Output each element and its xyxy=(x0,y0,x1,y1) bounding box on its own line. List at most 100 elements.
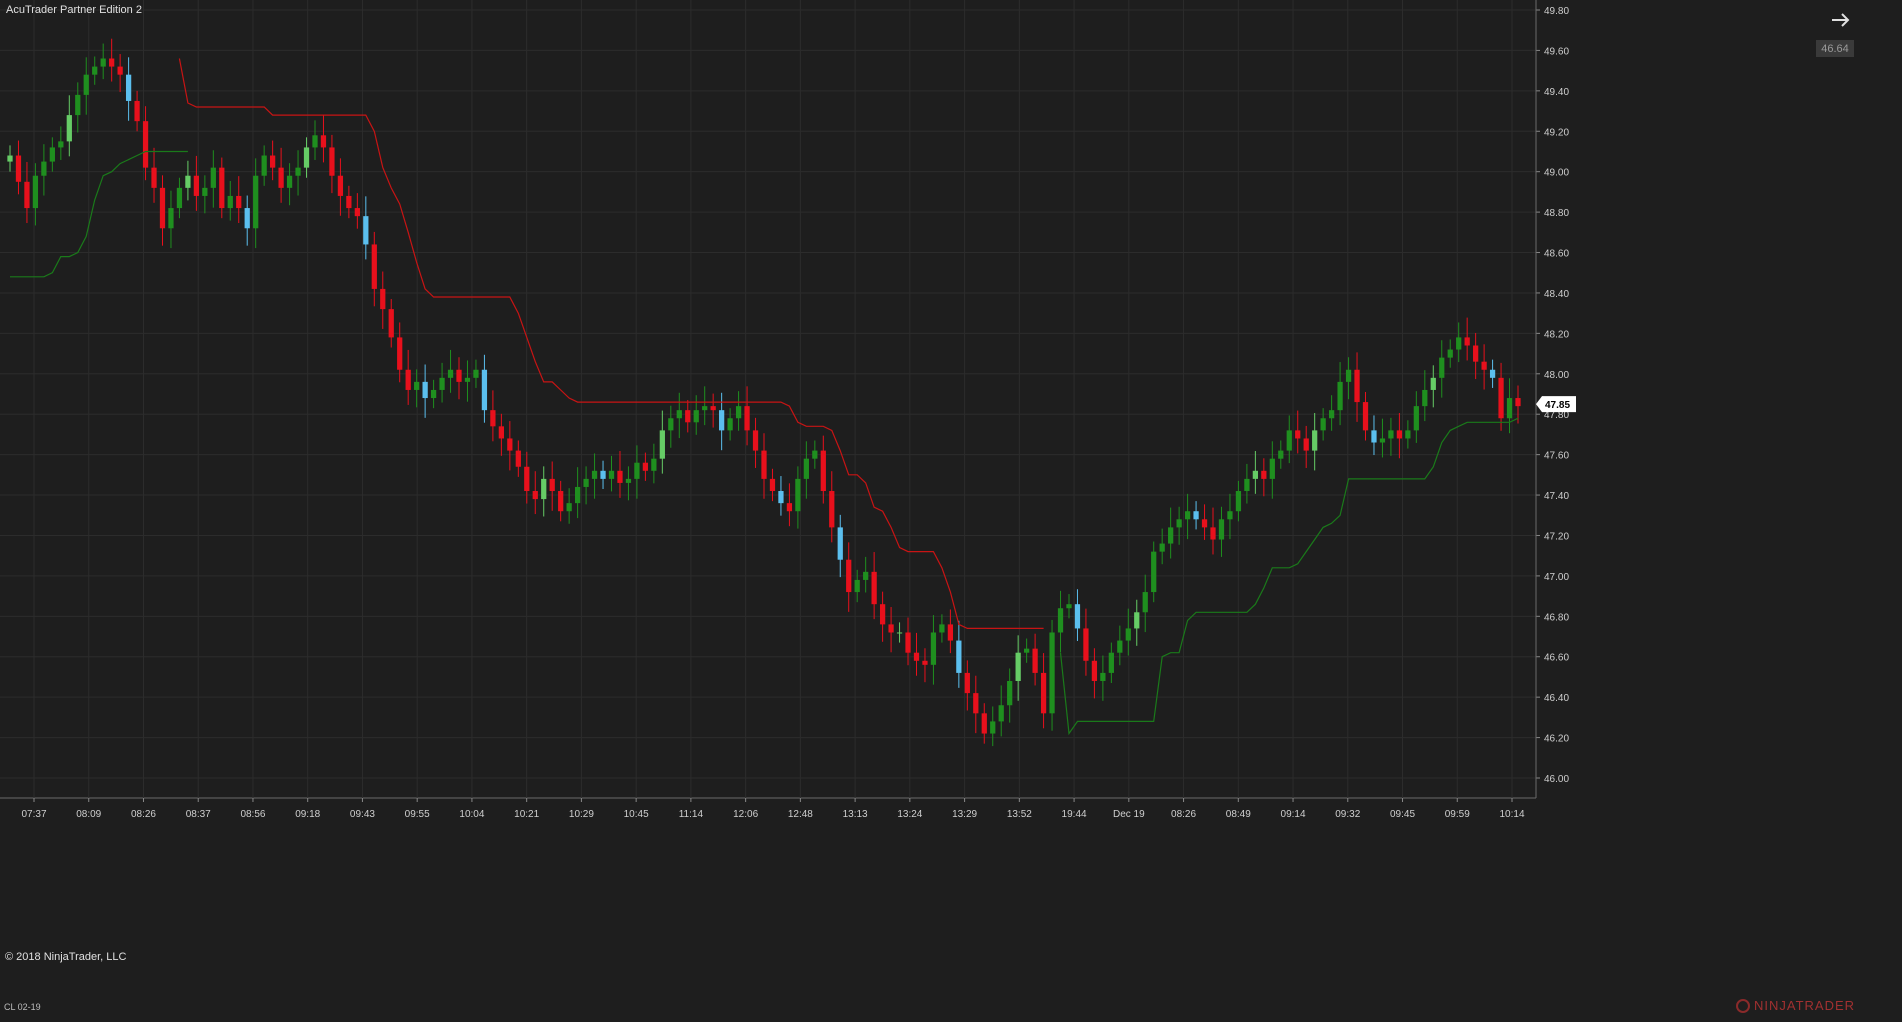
candle-body xyxy=(41,161,47,176)
candle-body xyxy=(507,438,513,451)
candle-body xyxy=(1252,470,1258,479)
candle-body xyxy=(388,309,394,338)
candle-body xyxy=(1303,438,1309,451)
candle-body xyxy=(227,195,233,209)
x-tick-label: 13:13 xyxy=(843,809,868,820)
candle-body xyxy=(1481,361,1487,370)
y-tick-label: 48.40 xyxy=(1544,289,1569,300)
candle-body xyxy=(253,175,259,229)
candle-body xyxy=(769,478,776,492)
candle-body xyxy=(1032,648,1038,673)
candle-body xyxy=(193,175,200,196)
x-tick-label: 09:43 xyxy=(350,809,375,820)
candle-body xyxy=(75,94,81,116)
candle-body xyxy=(591,470,598,479)
candle-body xyxy=(1515,398,1521,407)
candle-body xyxy=(1320,418,1326,431)
candle-body xyxy=(176,187,183,209)
candle-body xyxy=(795,478,801,512)
y-tick-label: 49.00 xyxy=(1544,168,1569,179)
candle-body xyxy=(583,478,589,487)
brand-logo: NINJATRADER xyxy=(1736,998,1855,1013)
candle-body xyxy=(49,147,55,162)
y-tick-label: 47.00 xyxy=(1544,572,1569,583)
candle-body xyxy=(1430,377,1436,390)
candle-body xyxy=(1083,628,1089,661)
candle-body xyxy=(1040,672,1047,714)
candle-body xyxy=(786,503,793,512)
candle-body xyxy=(558,491,564,512)
y-tick-label: 49.40 xyxy=(1544,87,1569,98)
copyright-label: © 2018 NinjaTrader, LLC xyxy=(5,951,127,963)
candle-body xyxy=(871,571,877,605)
y-tick-label: 46.60 xyxy=(1544,653,1569,664)
candle-body xyxy=(973,693,979,714)
candle-body xyxy=(1295,430,1301,439)
x-tick-label: 09:55 xyxy=(405,809,430,820)
candle-body xyxy=(100,58,106,67)
candle-body xyxy=(761,450,767,479)
candle-body xyxy=(320,135,327,148)
candle-body xyxy=(837,527,843,560)
x-tick-label: 13:29 xyxy=(952,809,977,820)
candle-body xyxy=(1489,369,1496,378)
candle-body xyxy=(1091,660,1098,681)
candle-body xyxy=(1193,511,1199,520)
candle-body xyxy=(981,713,987,734)
candle-body xyxy=(397,337,403,370)
candle-body xyxy=(625,478,632,483)
x-tick-label: 10:04 xyxy=(459,809,484,820)
candle-body xyxy=(685,410,691,423)
candle-body xyxy=(1464,337,1470,346)
candle-body xyxy=(134,100,140,122)
x-tick-label: 08:37 xyxy=(186,809,211,820)
y-tick-label: 49.60 xyxy=(1544,46,1569,57)
candle-body xyxy=(1422,389,1428,407)
x-tick-label: 09:45 xyxy=(1390,809,1415,820)
candle-body xyxy=(1235,491,1242,512)
navigate-right-button[interactable] xyxy=(1826,6,1856,34)
candle-body xyxy=(286,175,293,188)
candle-body xyxy=(617,470,623,483)
candle-body xyxy=(608,470,615,479)
candle-body xyxy=(998,705,1004,722)
y-tick-label: 49.80 xyxy=(1544,6,1569,17)
candle-body xyxy=(1218,519,1225,540)
y-tick-label: 46.20 xyxy=(1544,734,1569,745)
candle-body xyxy=(1498,377,1504,419)
x-tick-label: 13:24 xyxy=(897,809,922,820)
candle-body xyxy=(168,208,174,229)
candle-body xyxy=(380,288,386,310)
candle-body xyxy=(863,571,869,580)
candle-body xyxy=(744,406,750,431)
candle-body xyxy=(1396,430,1403,439)
candle-body xyxy=(659,430,665,459)
brand-text: NINJATRADER xyxy=(1754,998,1856,1013)
candle-body xyxy=(337,175,344,196)
candle-body xyxy=(464,377,471,382)
candle-body xyxy=(142,121,149,168)
candle-body xyxy=(888,624,894,633)
candle-body xyxy=(1413,406,1419,431)
candle-body xyxy=(1066,604,1072,609)
candle-body xyxy=(1117,640,1123,653)
candle-body xyxy=(346,195,352,209)
x-tick-label: 12:06 xyxy=(733,809,758,820)
candle-body xyxy=(1108,652,1114,673)
candle-body xyxy=(1337,381,1343,411)
candle-body xyxy=(447,369,454,378)
candle-body xyxy=(1312,430,1318,451)
candle-body xyxy=(422,381,428,399)
x-tick-label: 10:14 xyxy=(1499,809,1524,820)
candle-body xyxy=(405,369,411,390)
y-tick-label: 46.00 xyxy=(1544,774,1569,785)
candle-body xyxy=(634,462,640,479)
candle-body xyxy=(219,167,225,209)
candle-body xyxy=(456,369,462,382)
x-tick-label: 12:48 xyxy=(788,809,813,820)
candle-body xyxy=(1354,369,1360,403)
candle-body xyxy=(778,491,784,504)
candle-body xyxy=(1007,680,1013,706)
